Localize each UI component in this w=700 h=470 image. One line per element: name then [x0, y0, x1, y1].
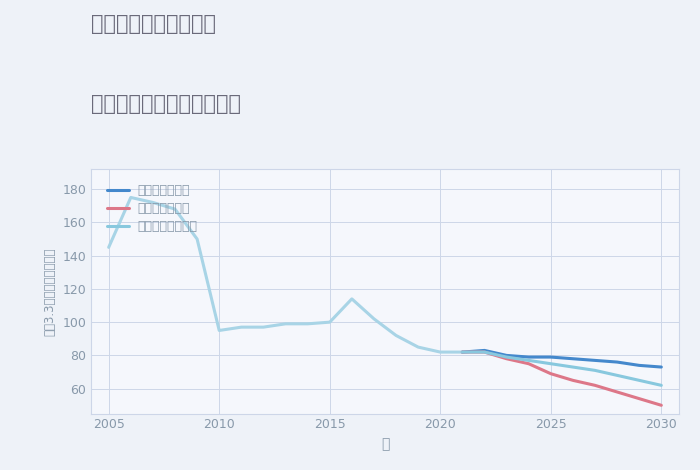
バッドシナリオ	[635, 396, 643, 401]
X-axis label: 年: 年	[381, 437, 389, 451]
ノーマルシナリオ	[480, 349, 489, 355]
グッドシナリオ	[547, 354, 555, 360]
ノーマルシナリオ	[547, 361, 555, 367]
Line: グッドシナリオ: グッドシナリオ	[463, 351, 662, 367]
バッドシナリオ	[524, 361, 533, 367]
Text: 埼玉県幸手市神明内の: 埼玉県幸手市神明内の	[91, 14, 216, 34]
グッドシナリオ	[613, 359, 622, 365]
Text: 中古マンションの価格推移: 中古マンションの価格推移	[91, 94, 241, 114]
ノーマルシナリオ	[657, 383, 666, 388]
グッドシナリオ	[657, 364, 666, 370]
ノーマルシナリオ	[635, 377, 643, 383]
グッドシナリオ	[524, 354, 533, 360]
Line: バッドシナリオ: バッドシナリオ	[463, 352, 662, 405]
バッドシナリオ	[657, 402, 666, 408]
ノーマルシナリオ	[613, 373, 622, 378]
バッドシナリオ	[480, 349, 489, 355]
Legend: グッドシナリオ, バッドシナリオ, ノーマルシナリオ: グッドシナリオ, バッドシナリオ, ノーマルシナリオ	[103, 180, 201, 237]
ノーマルシナリオ	[591, 368, 599, 373]
ノーマルシナリオ	[458, 349, 467, 355]
ノーマルシナリオ	[568, 364, 577, 370]
Y-axis label: 平（3.3㎡）単価（万円）: 平（3.3㎡）単価（万円）	[43, 247, 57, 336]
バッドシナリオ	[568, 377, 577, 383]
グッドシナリオ	[568, 356, 577, 361]
グッドシナリオ	[503, 352, 511, 358]
バッドシナリオ	[591, 383, 599, 388]
バッドシナリオ	[503, 356, 511, 361]
バッドシナリオ	[547, 371, 555, 376]
バッドシナリオ	[613, 389, 622, 395]
バッドシナリオ	[458, 349, 467, 355]
グッドシナリオ	[458, 349, 467, 355]
ノーマルシナリオ	[524, 358, 533, 363]
Line: ノーマルシナリオ: ノーマルシナリオ	[463, 352, 662, 385]
グッドシナリオ	[635, 362, 643, 368]
グッドシナリオ	[591, 358, 599, 363]
ノーマルシナリオ	[503, 354, 511, 360]
グッドシナリオ	[480, 348, 489, 353]
